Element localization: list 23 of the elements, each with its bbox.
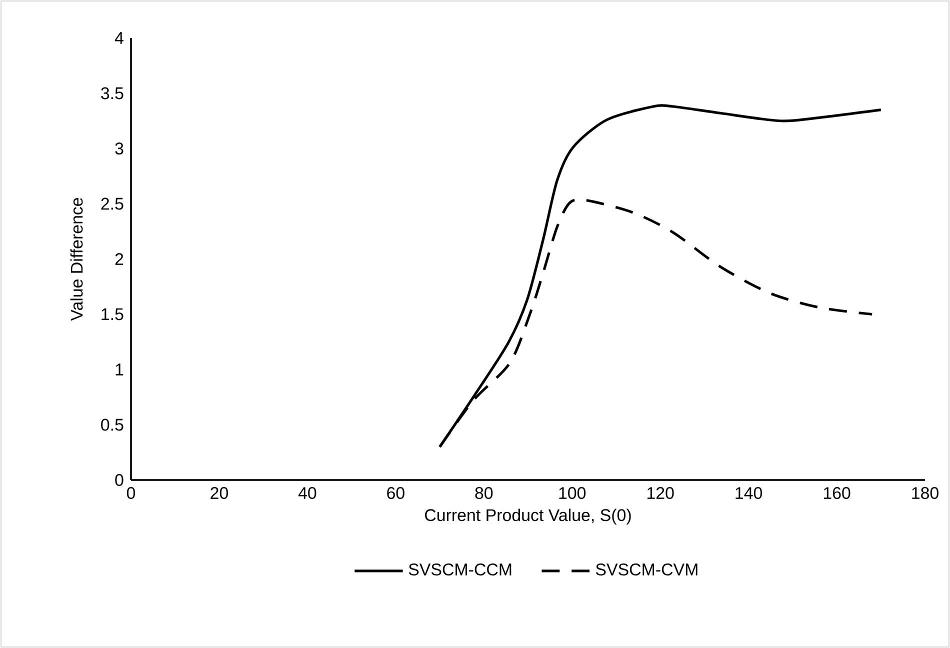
x-tick-label: 0 <box>126 487 136 500</box>
x-tick-label: 80 <box>475 487 493 500</box>
x-tick-label: 40 <box>298 487 316 500</box>
y-tick-label: 3 <box>115 142 124 154</box>
x-tick-label: 120 <box>647 487 674 500</box>
y-tick-label: 0 <box>115 474 124 486</box>
x-axis-title: Current Product Value, S(0) <box>425 508 631 524</box>
legend-label: SVSCM-CCM <box>408 564 512 576</box>
x-tick-label: 60 <box>387 487 404 500</box>
x-tick-label: 160 <box>824 487 850 500</box>
y-tick-label: 4 <box>114 32 124 44</box>
legend-label: SVSCM-CVM <box>596 564 698 576</box>
y-tick-label: 2 <box>115 253 124 265</box>
y-tick-label: 1 <box>116 364 124 376</box>
x-tick-label: 100 <box>559 487 586 500</box>
y-tick-label: 3.5 <box>101 87 124 100</box>
y-tick-label: 2.5 <box>101 198 124 210</box>
x-tick-label: 180 <box>912 487 938 500</box>
y-tick-label: 0.5 <box>101 418 124 431</box>
y-axis-title: Value Difference <box>70 198 83 321</box>
y-tick-label: 1.5 <box>102 308 124 320</box>
x-tick-label: 140 <box>736 487 762 500</box>
x-tick-label: 20 <box>210 487 228 500</box>
